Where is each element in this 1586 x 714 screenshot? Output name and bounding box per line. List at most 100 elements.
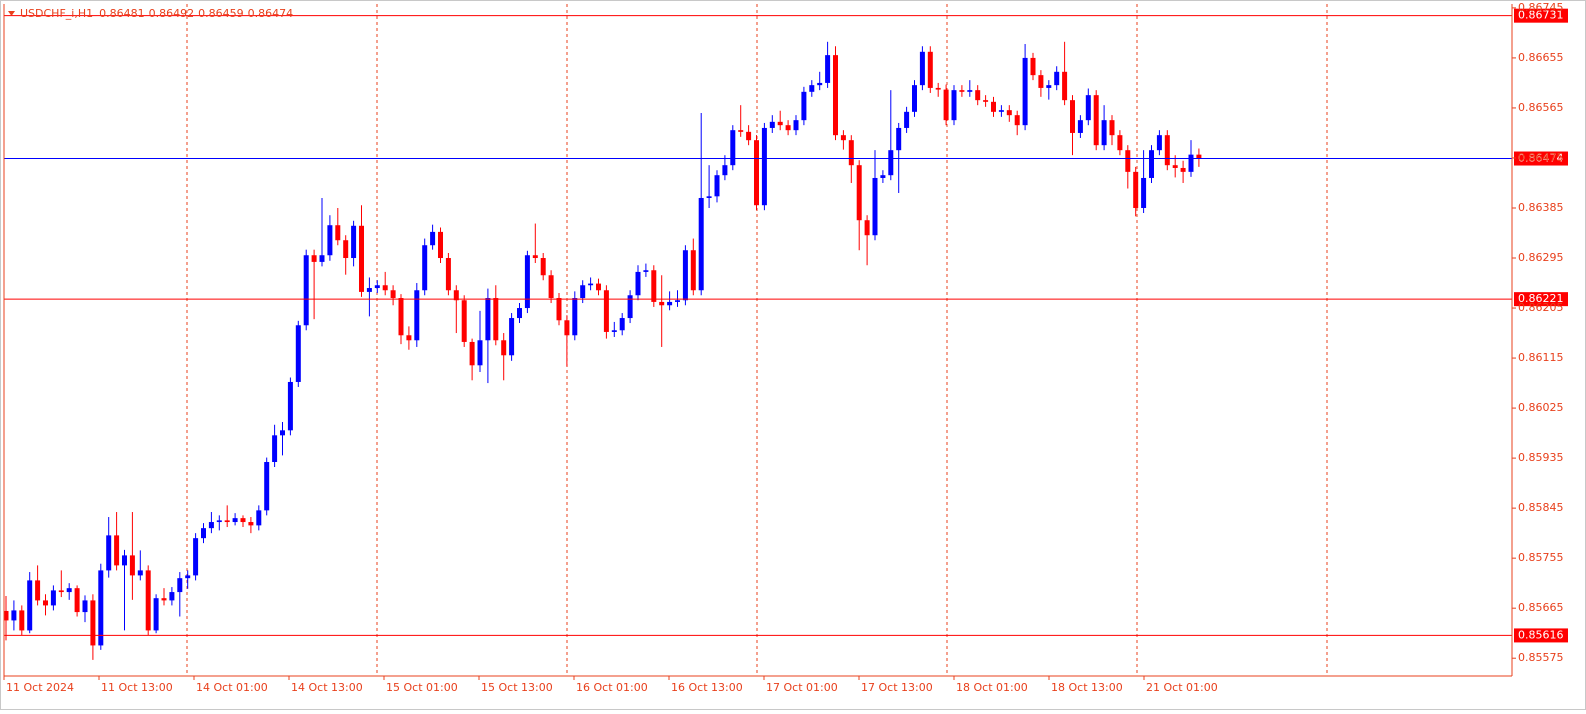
candle-body: [272, 435, 278, 463]
candle-body: [1085, 95, 1091, 121]
candle-body: [927, 51, 933, 88]
candle-body: [532, 255, 538, 259]
candle-body: [667, 301, 673, 306]
candle-body: [635, 271, 641, 296]
candle-body: [769, 121, 775, 128]
candle-body: [675, 300, 680, 302]
candle-body: [311, 255, 317, 262]
x-tick-label: 17 Oct 13:00: [861, 681, 933, 694]
candle-body: [998, 110, 1004, 112]
candle-body: [825, 55, 831, 83]
candle-body: [714, 175, 720, 197]
candle-body: [1062, 71, 1068, 101]
x-tick-label: 14 Oct 01:00: [196, 681, 268, 694]
candle-body: [777, 121, 783, 126]
candle-body: [596, 283, 601, 291]
x-tick-label: 15 Oct 13:00: [481, 681, 553, 694]
candle-body: [509, 318, 515, 356]
y-tick-label: 0.85935: [1518, 451, 1564, 464]
candle-body: [58, 590, 64, 593]
candle-body: [698, 197, 704, 291]
level-label: 0.86731: [1518, 9, 1564, 22]
candle-body: [738, 130, 744, 132]
candle-body: [208, 522, 214, 529]
candle-body: [430, 231, 436, 246]
candle-body: [414, 290, 420, 341]
chart-title: USDCHF_i,H1 0.86481 0.86492 0.86459 0.86474: [20, 7, 293, 20]
candle-body: [1054, 71, 1060, 86]
candle-body: [185, 575, 191, 579]
candle-body: [27, 580, 33, 631]
candle-body: [793, 120, 799, 131]
level-label: 0.85616: [1518, 628, 1564, 641]
candle-body: [524, 255, 530, 309]
level-label-box: [1514, 628, 1568, 643]
candle-body: [730, 130, 736, 166]
candle-body: [627, 295, 633, 319]
candle-body: [122, 555, 127, 566]
grid-layer: [186, 4, 1328, 676]
candle-body: [1101, 120, 1107, 146]
candle-body: [137, 570, 143, 576]
candle-body: [1125, 150, 1131, 172]
candle-body: [896, 127, 902, 151]
candle-body: [145, 570, 151, 631]
candle-body: [967, 90, 973, 92]
candle-body: [548, 275, 554, 299]
candle-body: [801, 91, 807, 121]
candle-body: [264, 462, 270, 511]
levels-layer: 0.86731 0.86474 0.86221 0.85616: [4, 8, 1568, 643]
candle-body: [390, 290, 396, 299]
candle-body: [556, 298, 562, 321]
candle-body: [382, 285, 388, 291]
y-tick-label: 0.85755: [1518, 551, 1564, 564]
candle-body: [572, 298, 578, 336]
candle-body: [1196, 154, 1202, 159]
candle-body: [588, 283, 594, 286]
y-tick-label: 0.85845: [1518, 501, 1564, 514]
candle-body: [351, 225, 357, 259]
candle-body: [983, 100, 989, 102]
x-tick-label: 18 Oct 13:00: [1051, 681, 1123, 694]
candle-body: [82, 600, 88, 613]
candle-body: [1070, 100, 1075, 133]
candle-body: [232, 518, 238, 523]
candle-body: [833, 55, 838, 136]
candle-body: [1093, 95, 1099, 146]
y-tick-label: 0.86295: [1518, 251, 1564, 264]
candle-body: [1156, 135, 1162, 151]
candle-body: [904, 111, 910, 128]
candle-body: [161, 598, 167, 601]
candle-body: [785, 125, 791, 131]
candle-body: [880, 175, 886, 178]
candle-body: [690, 250, 696, 291]
candle-body: [1014, 115, 1020, 126]
candle-body: [975, 90, 981, 101]
candle-body: [706, 196, 712, 198]
candle-body: [169, 592, 175, 601]
candle-body: [461, 300, 467, 342]
candle-body: [319, 255, 325, 262]
candle-body: [248, 522, 254, 526]
y-tick-label: 0.86565: [1518, 101, 1564, 114]
candle-body: [991, 101, 996, 112]
candle-body: [216, 520, 222, 523]
level-label-box: [1514, 8, 1568, 23]
ohlc-close: 0.86474: [248, 7, 294, 20]
candle-body: [398, 298, 404, 336]
candle-body: [1030, 57, 1036, 76]
x-tick-label: 11 Oct 2024: [6, 681, 74, 694]
candle-body: [343, 240, 349, 259]
candle-body: [1164, 135, 1170, 166]
candle-body: [256, 510, 262, 526]
x-tick-label: 15 Oct 01:00: [386, 681, 458, 694]
candle-body: [501, 340, 507, 356]
x-tick-label: 16 Oct 13:00: [671, 681, 743, 694]
candle-body: [580, 285, 586, 299]
candle-body: [959, 90, 965, 92]
y-tick-label: 0.86655: [1518, 51, 1564, 64]
x-tick-label: 21 Oct 01:00: [1146, 681, 1218, 694]
candle-body: [1133, 171, 1139, 208]
